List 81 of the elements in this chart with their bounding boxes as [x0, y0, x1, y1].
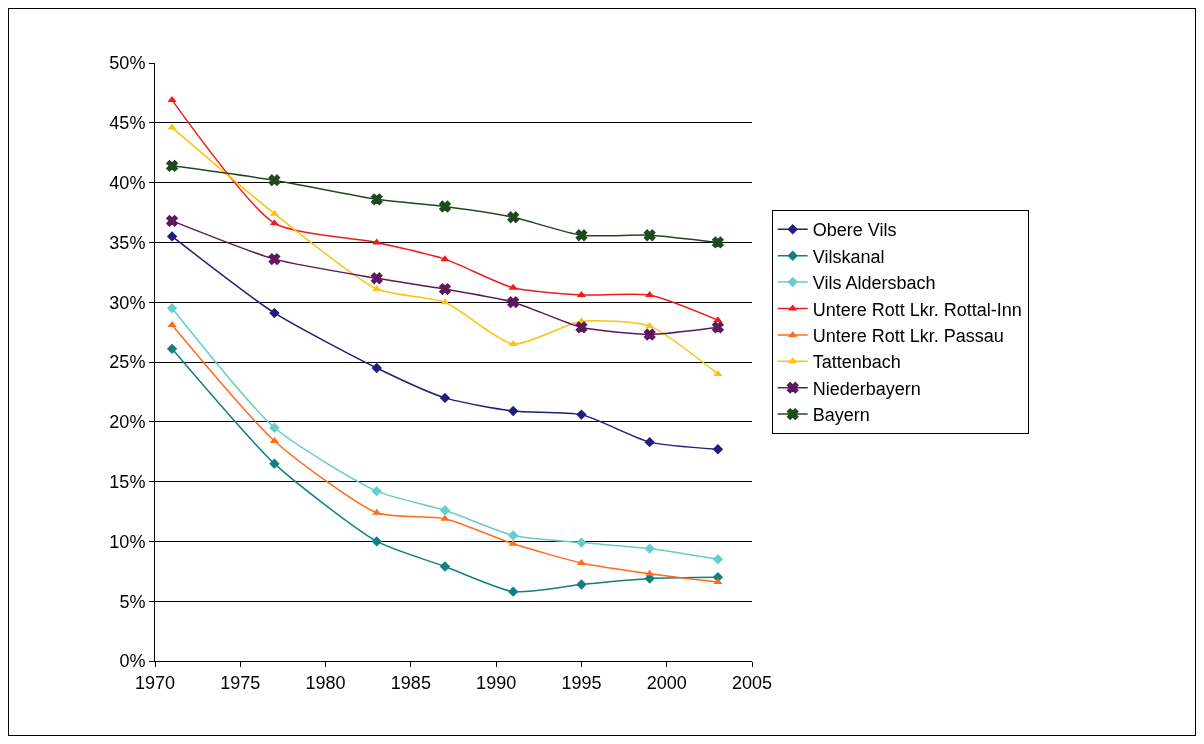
- x-tick-label: 1985: [390, 672, 431, 693]
- point: [645, 291, 655, 298]
- y-tick-label: 40%: [109, 172, 146, 193]
- point: [167, 320, 177, 327]
- legend-label: Bayern: [812, 405, 870, 426]
- legend-label: Tattenbach: [812, 352, 901, 373]
- point: [712, 444, 724, 455]
- point: [576, 409, 587, 420]
- point: [440, 514, 450, 521]
- y-tick-label: 20%: [109, 412, 146, 433]
- legend-label: Untere Rott Lkr. Rottal-Inn: [812, 299, 1022, 320]
- point: [269, 422, 280, 433]
- point: [713, 578, 723, 585]
- point: [575, 229, 588, 242]
- x-tick-label: 1980: [305, 672, 346, 693]
- point: [371, 362, 382, 374]
- point: [439, 505, 451, 516]
- point: [269, 458, 280, 469]
- point: [643, 229, 656, 242]
- point: [166, 302, 178, 314]
- y-tick-label: 30%: [109, 292, 146, 313]
- point: [644, 436, 655, 448]
- point: [712, 236, 724, 249]
- point: [370, 193, 383, 206]
- point: [167, 96, 177, 103]
- point: [372, 285, 382, 292]
- point: [166, 231, 178, 242]
- point: [167, 123, 177, 130]
- point: [439, 392, 451, 404]
- y-tick-label: 25%: [109, 352, 146, 373]
- point: [712, 321, 724, 334]
- point: [712, 554, 724, 565]
- point: [371, 536, 382, 547]
- point: [439, 283, 451, 295]
- x-tick-label: 2000: [646, 672, 687, 693]
- point: [268, 174, 281, 187]
- y-tick-label: 5%: [119, 591, 146, 612]
- legend-label: Vilskanal: [812, 246, 885, 267]
- legend-label: Niederbayern: [812, 378, 921, 399]
- point: [370, 272, 383, 285]
- point: [440, 298, 450, 305]
- x-tick-label: 1990: [476, 672, 517, 693]
- point: [507, 211, 520, 224]
- point: [507, 296, 520, 309]
- point: [645, 569, 655, 576]
- y-tick-label: 35%: [109, 232, 146, 253]
- point: [166, 160, 178, 172]
- point: [439, 561, 451, 572]
- point: [166, 215, 178, 227]
- point: [508, 530, 519, 541]
- legend-label: Untere Rott Lkr. Passau: [812, 325, 1004, 346]
- point: [371, 485, 382, 497]
- legend-label: Obere Vils: [812, 220, 897, 241]
- x-tick-label: 1970: [134, 672, 176, 693]
- x-tick-label: 1975: [220, 672, 261, 693]
- point: [372, 508, 382, 515]
- point: [645, 322, 655, 329]
- point: [576, 579, 587, 590]
- point: [508, 586, 519, 597]
- x-tick-label: 1995: [561, 672, 602, 693]
- point: [269, 307, 280, 319]
- point: [576, 537, 587, 548]
- point: [508, 283, 518, 290]
- legend-label: Vils Aldersbach: [812, 273, 936, 294]
- point: [268, 253, 281, 265]
- point: [644, 543, 655, 554]
- y-tick-label: 50%: [109, 53, 146, 74]
- point: [439, 200, 451, 213]
- x-tick-label: 2005: [731, 672, 773, 693]
- point: [508, 539, 518, 546]
- point: [508, 405, 519, 417]
- y-tick-label: 0%: [119, 651, 146, 672]
- point: [713, 369, 723, 376]
- point: [575, 321, 588, 334]
- point: [508, 340, 518, 347]
- y-tick-label: 45%: [109, 113, 146, 134]
- point: [440, 255, 450, 262]
- y-tick-label: 10%: [109, 531, 146, 552]
- y-tick-label: 15%: [109, 471, 146, 492]
- point: [166, 343, 178, 355]
- point: [643, 328, 656, 341]
